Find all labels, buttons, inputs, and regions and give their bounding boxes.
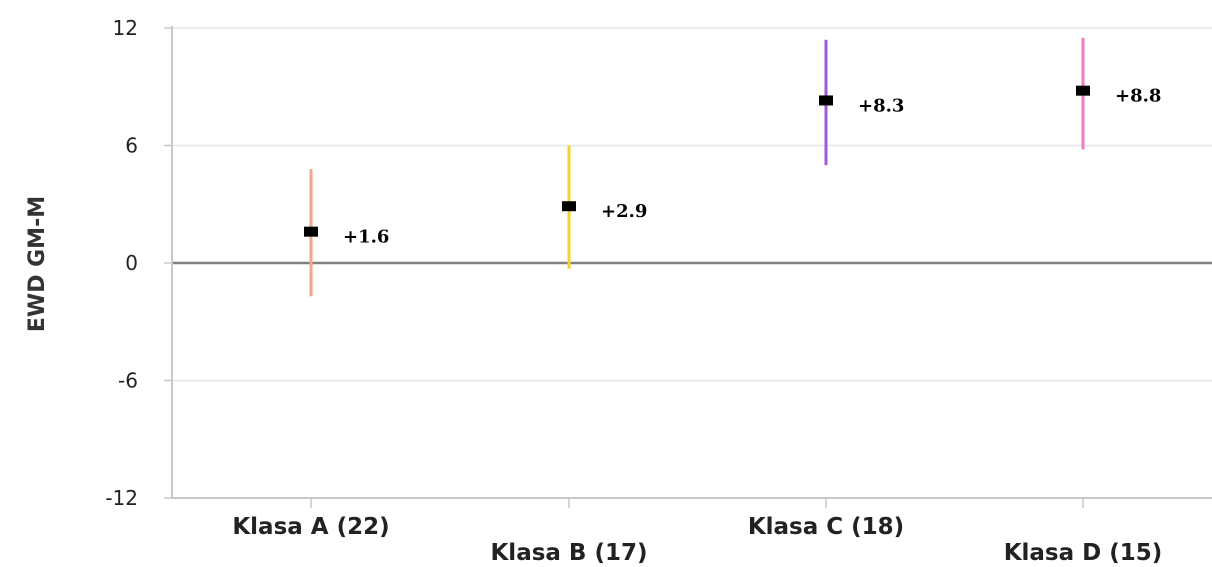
data-point — [819, 95, 833, 106]
y-axis-title: EWD GM-M — [25, 196, 50, 332]
grid-lines — [172, 27, 1212, 382]
x-tick-label: Klasa D (15) — [1004, 540, 1163, 566]
value-label: +8.3 — [858, 95, 904, 116]
value-label: +2.9 — [601, 201, 647, 222]
y-tick-label: 0 — [125, 251, 138, 275]
x-tick-label: Klasa A (22) — [232, 514, 389, 540]
y-tick-labels: 12 6 0 -6 -12 — [105, 16, 138, 510]
y-tick-label: -12 — [105, 486, 138, 510]
y-tick-label: -6 — [118, 369, 138, 393]
x-tick-label: Klasa B (17) — [490, 540, 647, 566]
y-tick-label: 6 — [125, 134, 138, 158]
data-point — [1076, 85, 1090, 96]
data-points — [304, 85, 1090, 237]
value-label: +8.8 — [1115, 86, 1161, 107]
axes — [164, 26, 1212, 508]
error-bars — [309, 37, 1085, 297]
x-tick-labels: Klasa A (22) Klasa B (17) Klasa C (18) Klas… — [232, 514, 1162, 566]
value-label: +1.6 — [343, 227, 389, 248]
y-tick-label: 12 — [113, 16, 138, 40]
data-point — [562, 201, 576, 212]
data-point — [304, 226, 318, 237]
x-tick-label: Klasa C (18) — [748, 514, 904, 540]
value-labels: +1.6 +2.9 +8.3 +8.8 — [343, 86, 1161, 248]
